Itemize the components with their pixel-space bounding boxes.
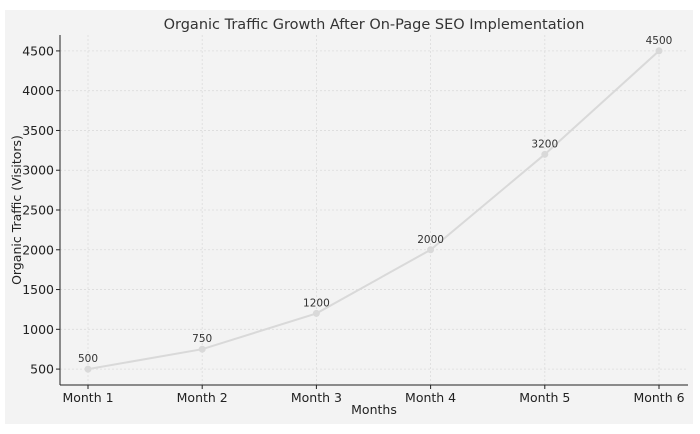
y-tick-label: 2500 — [22, 203, 54, 218]
x-tick-label: Month 2 — [177, 390, 228, 405]
data-point — [312, 309, 320, 317]
y-tick-label: 500 — [30, 362, 54, 377]
x-axis-label: Months — [351, 402, 397, 417]
data-label: 3200 — [531, 138, 558, 150]
axes — [56, 35, 688, 389]
data-label: 4500 — [646, 35, 673, 47]
series-line — [87, 50, 660, 371]
data-label: 750 — [192, 333, 212, 345]
y-tick-label: 4500 — [22, 43, 54, 58]
data-point — [198, 345, 206, 353]
series-traffic — [84, 47, 663, 373]
y-tick-label: 2000 — [22, 242, 54, 257]
x-tick-label: Month 1 — [62, 390, 113, 405]
y-tick-label: 1500 — [22, 282, 54, 297]
chart-background — [5, 10, 693, 424]
y-tick-label: 4000 — [22, 83, 54, 98]
tick-labels: 500 1000 1500 2000 2500 3000 3500 4000 4500 Month… — [22, 43, 684, 405]
y-tick-label: 3000 — [22, 163, 54, 178]
x-tick-label: Month 3 — [291, 390, 342, 405]
data-labels: 500 750 1200 2000 3200 4500 — [78, 35, 672, 365]
data-label: 500 — [78, 353, 98, 365]
data-point — [427, 246, 435, 254]
grid-lines — [60, 35, 688, 385]
y-tick-label: 3500 — [22, 123, 54, 138]
chart-title: Organic Traffic Growth After On-Page SEO… — [164, 17, 585, 33]
x-tick-label: Month 6 — [633, 390, 684, 405]
x-tick-label: Month 4 — [405, 390, 456, 405]
data-point — [655, 47, 663, 55]
x-tick-label: Month 5 — [519, 390, 570, 405]
y-axis-label: Organic Traffic (Visitors) — [9, 135, 24, 285]
data-point — [84, 365, 92, 373]
data-label: 2000 — [417, 234, 444, 246]
data-label: 1200 — [303, 297, 330, 309]
data-point — [541, 150, 549, 158]
y-tick-label: 1000 — [22, 322, 54, 337]
